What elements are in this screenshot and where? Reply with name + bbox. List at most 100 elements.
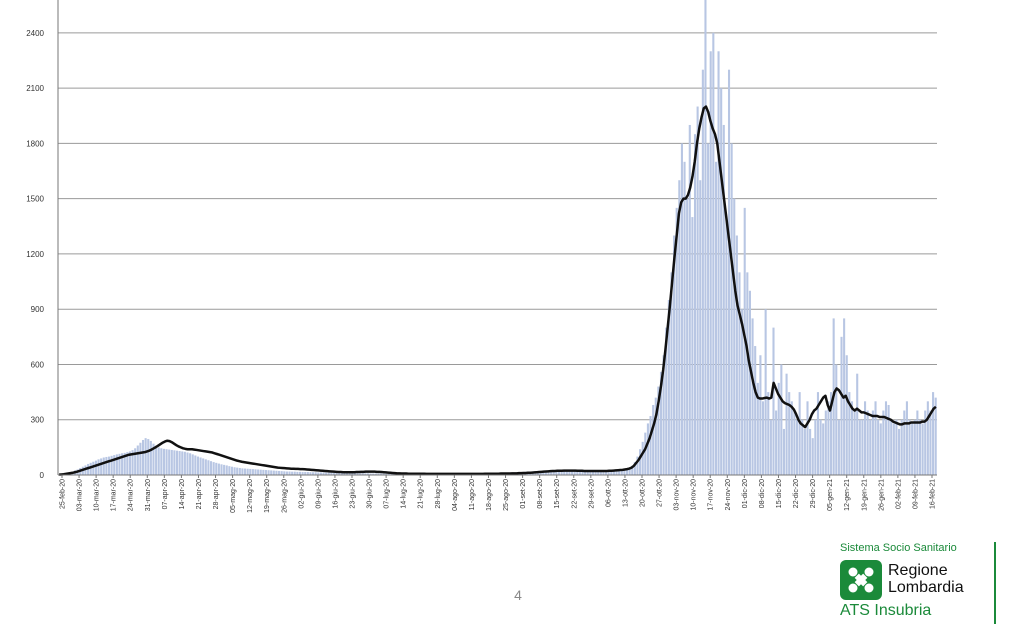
bar [788, 392, 791, 475]
bar [890, 419, 893, 475]
bar [701, 69, 704, 475]
bar [816, 392, 820, 475]
bar [916, 410, 919, 475]
bar [709, 51, 712, 476]
y-tick-label: 0 [40, 471, 45, 480]
bar [128, 451, 131, 475]
bar [304, 472, 307, 475]
bar [641, 441, 644, 475]
bar [853, 410, 856, 475]
bar [393, 473, 396, 475]
bar [319, 472, 322, 475]
regione-lombardia-rose-icon [840, 560, 882, 600]
bar [361, 473, 364, 475]
bar [924, 410, 927, 475]
bar [356, 473, 359, 475]
bar [105, 456, 108, 475]
bar [557, 470, 561, 475]
x-tick-label: 06-ott-20 [605, 479, 612, 507]
x-tick-label: 26-mag-20 [281, 479, 288, 513]
bar [722, 124, 725, 476]
bar [882, 410, 885, 475]
x-tick-label: 01-dic-20 [742, 479, 749, 508]
bar [217, 463, 220, 475]
bar [775, 410, 778, 475]
bar [625, 468, 629, 475]
bar [819, 419, 822, 475]
bar [576, 470, 579, 475]
bar [387, 473, 390, 475]
bar [220, 464, 223, 475]
bar [348, 473, 351, 475]
bar [790, 401, 793, 475]
x-tick-label: 28-lug-20 [435, 479, 442, 509]
y-tick-label: 900 [31, 305, 45, 314]
bar [102, 457, 105, 475]
x-tick-label: 24-nov-20 [725, 479, 732, 511]
bar [911, 423, 914, 475]
x-tick-label: 31-mar-20 [145, 479, 152, 511]
bar [568, 470, 571, 475]
bar [803, 428, 806, 475]
x-tick-label: 21-apr-20 [196, 479, 203, 509]
bar [649, 416, 652, 475]
y-tick-label: 2100 [26, 84, 44, 93]
bar [144, 438, 147, 475]
bar [594, 470, 597, 475]
bar [573, 470, 576, 475]
x-tick-label: 28-apr-20 [213, 479, 220, 509]
x-tick-label: 16-feb-21 [930, 479, 937, 509]
bar [118, 453, 121, 475]
logo-region-line2: Lombardia [888, 579, 964, 596]
bar [275, 470, 278, 475]
bar [178, 451, 181, 475]
bar [372, 473, 375, 475]
y-tick-label: 300 [31, 416, 45, 425]
bar [618, 469, 621, 475]
bar [900, 419, 903, 475]
bar [555, 470, 558, 475]
bar [879, 423, 882, 475]
bar [353, 473, 356, 475]
bar [212, 462, 215, 475]
bar [139, 442, 142, 475]
x-tick-label: 29-set-20 [588, 479, 595, 509]
bar [183, 451, 186, 475]
bar [223, 464, 226, 475]
x-tick-label: 18-ago-20 [486, 479, 493, 511]
x-tick-label: 13-ott-20 [622, 479, 629, 507]
bar [157, 447, 160, 475]
bar [209, 461, 213, 475]
bar [181, 451, 184, 475]
x-tick-label: 08-set-20 [537, 479, 544, 509]
bar [837, 419, 840, 475]
bar [298, 471, 302, 475]
bar [903, 410, 906, 475]
y-tick-label: 2400 [26, 29, 44, 38]
bar [149, 440, 152, 475]
bar [578, 470, 581, 475]
logo-tagline: Sistema Socio Sanitario [840, 542, 957, 554]
bar [814, 419, 817, 475]
bar [693, 134, 697, 476]
bar [856, 373, 859, 475]
bar [262, 469, 265, 475]
bar [631, 465, 634, 475]
bar [364, 473, 367, 475]
bar [110, 455, 113, 475]
bar [230, 466, 234, 475]
x-tick-label: 15-dic-20 [776, 479, 783, 508]
x-tick-label: 02-giu-20 [298, 479, 305, 509]
logo-divider [994, 542, 996, 624]
bar [929, 410, 932, 475]
bar [610, 470, 613, 475]
bar [335, 472, 338, 475]
bar [254, 469, 257, 475]
bar [633, 462, 636, 475]
bar [196, 456, 199, 475]
x-axis-tick-labels: 25-feb-20 03-mar-20 10-mar-20 17-mar-20 24-m… [60, 475, 937, 513]
bar [270, 470, 273, 475]
bar [795, 419, 799, 475]
bar [121, 453, 124, 475]
bar [735, 235, 738, 475]
